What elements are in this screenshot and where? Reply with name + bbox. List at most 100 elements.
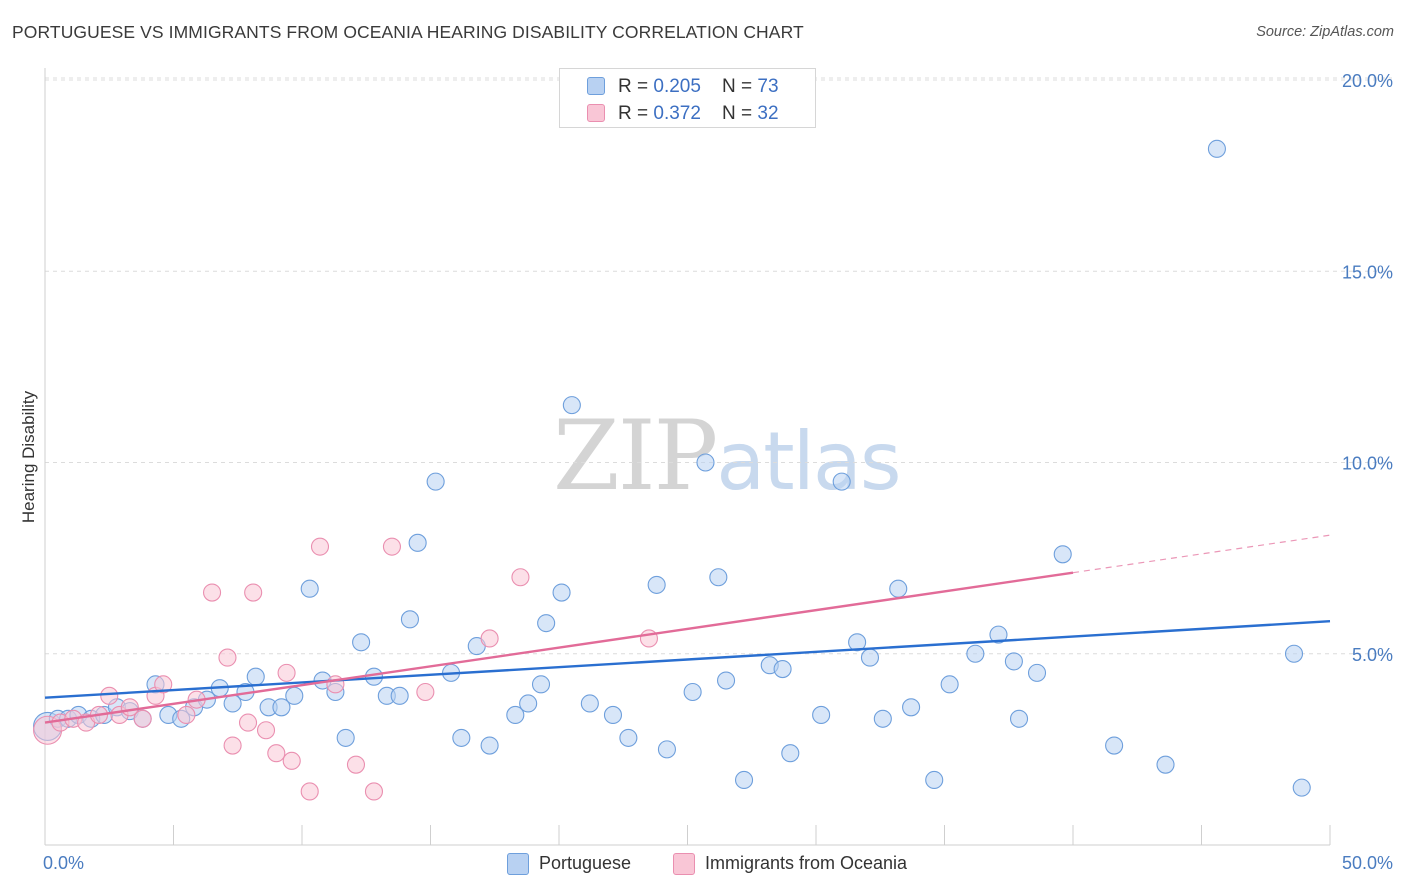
- point-portuguese-31: [426, 472, 445, 491]
- point-oceania-22: [300, 782, 319, 801]
- point-portuguese-54: [781, 744, 800, 763]
- point-portuguese-63: [940, 675, 959, 694]
- point-portuguese-43: [603, 705, 623, 725]
- point-portuguese-38: [531, 675, 551, 694]
- point-oceania-15: [223, 736, 242, 755]
- y-tick-label-2: 15.0%: [1342, 262, 1393, 282]
- point-oceania-29: [480, 629, 499, 648]
- legend-series: Portuguese Immigrants from Oceania: [0, 852, 1406, 878]
- point-portuguese-20: [285, 686, 304, 705]
- point-portuguese-36: [506, 705, 525, 725]
- point-portuguese-70: [1105, 736, 1124, 755]
- source-credit: Source: ZipAtlas.com: [1256, 24, 1394, 40]
- legend-label-oceania: Immigrants from Oceania: [705, 853, 908, 873]
- x-tick-label-0: 0.0%: [43, 853, 84, 873]
- watermark-zip: ZIP: [553, 400, 718, 512]
- point-portuguese-65: [989, 625, 1008, 644]
- tick-labels: 5.0% 10.0% 15.0% 20.0% 0.0% 50.0%: [43, 71, 1393, 873]
- legend-swatch-blue: [507, 853, 529, 875]
- point-portuguese-40: [552, 583, 571, 602]
- point-portuguese-39: [537, 614, 556, 633]
- point-portuguese-59: [873, 709, 892, 728]
- point-portuguese-68: [1027, 663, 1047, 682]
- point-oceania-28: [416, 682, 435, 702]
- legend-r-label: R =: [618, 103, 654, 124]
- legend-swatch-pink: [673, 853, 695, 875]
- point-oceania-10: [154, 675, 173, 694]
- point-oceania-17: [244, 583, 263, 602]
- point-portuguese-19: [272, 698, 291, 717]
- point-portuguese-64: [966, 644, 985, 663]
- point-portuguese-58: [860, 648, 880, 667]
- point-oceania-19: [267, 744, 286, 763]
- point-oceania-11: [177, 705, 196, 725]
- point-oceania-20: [277, 663, 296, 682]
- watermark-atlas: atlas: [716, 415, 901, 508]
- grid-lines: [45, 77, 1392, 655]
- point-portuguese-71: [1156, 755, 1175, 774]
- legend-n-label: N =: [722, 103, 758, 124]
- point-portuguese-56: [832, 472, 851, 491]
- point-portuguese-37: [519, 694, 538, 713]
- x-tick-label-1: 50.0%: [1342, 853, 1393, 873]
- legend-r-label: R =: [618, 76, 654, 97]
- point-portuguese-28: [390, 686, 409, 705]
- point-oceania-23: [310, 537, 330, 556]
- point-portuguese-47: [683, 682, 702, 702]
- legend-label-portuguese: Portuguese: [539, 853, 632, 873]
- point-oceania-16: [238, 713, 258, 732]
- y-tick-label-1: 10.0%: [1342, 454, 1393, 474]
- point-oceania-14: [218, 648, 237, 667]
- legend-n-value: 32: [757, 103, 779, 124]
- legend-swatch-blue: [587, 77, 605, 95]
- point-portuguese-50: [716, 671, 736, 690]
- legend-n-value: 73: [757, 76, 779, 97]
- point-portuguese-33: [452, 728, 471, 747]
- point-portuguese-49: [709, 568, 728, 587]
- point-oceania-13: [203, 583, 222, 602]
- point-portuguese-30: [408, 533, 427, 552]
- legend-n-label: N =: [722, 76, 758, 97]
- y-tick-label-0: 5.0%: [1352, 645, 1393, 665]
- point-portuguese-67: [1009, 709, 1029, 728]
- point-oceania-25: [346, 755, 366, 774]
- point-portuguese-69: [1053, 545, 1072, 564]
- point-oceania-26: [364, 782, 384, 801]
- point-portuguese-55: [812, 705, 831, 725]
- legend-r-value: 0.205: [653, 76, 701, 97]
- legend-stats: R = 0.205 N = 73 R = 0.372 N = 32: [559, 68, 816, 128]
- point-oceania-8: [133, 709, 152, 728]
- legend-r-value: 0.372: [653, 103, 701, 124]
- point-portuguese-44: [619, 728, 638, 747]
- point-portuguese-25: [352, 633, 371, 652]
- trend-lines: [44, 534, 1331, 724]
- point-portuguese-17: [246, 667, 265, 686]
- point-portuguese-72: [1207, 139, 1226, 158]
- point-portuguese-51: [734, 770, 754, 790]
- point-portuguese-35: [480, 736, 499, 755]
- trend-line-portuguese: [44, 620, 1331, 699]
- point-portuguese-61: [902, 698, 921, 717]
- point-portuguese-53: [773, 659, 792, 679]
- legend-swatch-pink: [587, 104, 605, 122]
- point-portuguese-42: [580, 694, 599, 713]
- point-portuguese-73: [1284, 644, 1304, 663]
- y-tick-label-3: 20.0%: [1342, 71, 1393, 91]
- y-axis-title: Hearing Disability: [19, 390, 38, 523]
- trend-line-oceania-extension: [1072, 534, 1331, 574]
- point-portuguese-24: [336, 728, 355, 747]
- point-portuguese-57: [848, 633, 867, 652]
- point-oceania-5: [100, 686, 119, 705]
- point-portuguese-46: [657, 740, 676, 759]
- point-portuguese-41: [562, 396, 581, 415]
- point-portuguese-48: [696, 453, 715, 472]
- point-oceania-30: [511, 568, 530, 587]
- point-portuguese-74: [1292, 778, 1311, 797]
- axes: [44, 68, 1331, 846]
- point-portuguese-62: [925, 770, 944, 790]
- point-portuguese-29: [400, 610, 419, 629]
- point-portuguese-60: [889, 579, 908, 598]
- trend-line-oceania: [44, 571, 1074, 724]
- watermark: ZIPatlas: [553, 400, 902, 512]
